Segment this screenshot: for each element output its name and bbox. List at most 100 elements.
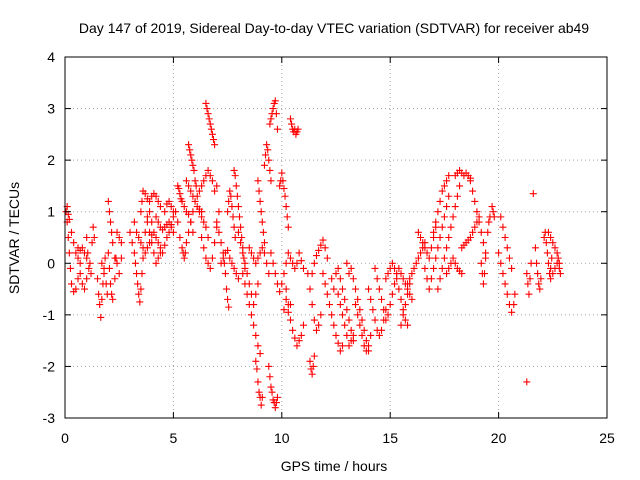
data-point: [245, 244, 253, 252]
data-point: [206, 120, 214, 128]
series-r: [176, 208, 197, 262]
data-point: [206, 264, 214, 272]
data-point: [190, 166, 198, 174]
data-point: [341, 321, 349, 329]
data-point: [200, 177, 208, 185]
data-point: [126, 228, 134, 236]
data-point: [321, 244, 329, 252]
data-point: [224, 246, 232, 254]
data-point: [241, 280, 249, 288]
data-point: [202, 254, 210, 262]
data-point: [230, 166, 238, 174]
data-points: [62, 97, 564, 412]
data-point: [130, 218, 138, 226]
data-point: [268, 388, 276, 396]
data-point: [146, 197, 154, 205]
x-axis-label: GPS time / hours: [281, 458, 388, 474]
data-point: [224, 208, 232, 216]
data-point: [489, 208, 497, 216]
data-point: [299, 264, 307, 272]
data-point: [449, 254, 457, 262]
data-point: [284, 223, 292, 231]
data-point: [108, 290, 116, 298]
data-point: [137, 239, 145, 247]
data-point: [508, 308, 516, 316]
data-point: [347, 326, 355, 334]
data-point: [421, 264, 429, 272]
data-point: [365, 342, 373, 350]
data-point: [384, 311, 392, 319]
data-point: [98, 259, 106, 267]
data-point: [551, 244, 559, 252]
data-point: [380, 306, 388, 314]
series-t3: [544, 228, 563, 267]
data-point: [417, 234, 425, 241]
series-y2: [365, 285, 390, 339]
data-point: [308, 370, 316, 378]
series-outliers: [523, 190, 537, 386]
series-u3: [547, 259, 564, 283]
data-point: [189, 161, 197, 169]
series-f2: [254, 177, 268, 247]
data-point: [181, 249, 189, 257]
data-point: [152, 192, 160, 200]
data-point: [161, 241, 169, 249]
data-point: [378, 326, 386, 334]
series-m2: [286, 115, 302, 138]
data-point: [549, 239, 557, 247]
series-d2: [239, 270, 264, 358]
series-q2: [306, 352, 318, 378]
data-point: [111, 275, 119, 283]
data-point: [312, 252, 320, 260]
data-point: [445, 264, 453, 272]
y-axis-label: SDTVAR / TECUs: [6, 182, 22, 294]
data-point: [375, 285, 383, 293]
data-point: [156, 249, 164, 257]
data-point: [234, 228, 242, 236]
plot-frame: [64, 56, 608, 419]
series-w2: [343, 259, 373, 355]
data-point: [200, 218, 208, 226]
data-point: [278, 169, 286, 177]
data-point: [419, 239, 427, 247]
data-point: [334, 339, 342, 347]
data-point: [291, 334, 299, 342]
data-point: [205, 115, 213, 123]
data-point: [247, 311, 255, 319]
data-point: [399, 311, 407, 319]
data-point: [447, 223, 455, 231]
data-point: [148, 239, 156, 247]
data-point: [412, 259, 420, 267]
data-point: [208, 254, 216, 262]
data-point: [180, 254, 188, 262]
data-point: [330, 285, 338, 293]
series-n: [143, 218, 164, 267]
y-tick-label: 1: [47, 204, 55, 220]
series-e3: [414, 223, 440, 262]
data-point: [239, 249, 247, 257]
data-point: [345, 270, 353, 278]
series-v2: [334, 290, 357, 350]
data-point: [221, 270, 229, 278]
data-point: [88, 239, 96, 247]
data-point: [185, 228, 193, 236]
data-point: [315, 321, 323, 329]
data-point: [485, 218, 493, 226]
data-point: [109, 295, 117, 303]
data-point: [349, 275, 357, 283]
data-point: [425, 285, 433, 293]
data-point: [165, 218, 173, 226]
data-point: [367, 331, 375, 339]
data-point: [128, 239, 136, 247]
data-point: [443, 270, 451, 278]
series-v: [202, 99, 219, 149]
data-point: [427, 275, 435, 283]
data-point: [255, 388, 263, 396]
data-point: [354, 311, 362, 319]
data-point: [84, 249, 92, 257]
data-point: [280, 270, 288, 278]
data-point: [271, 270, 279, 278]
series-j2: [266, 97, 281, 133]
data-point: [388, 259, 396, 267]
